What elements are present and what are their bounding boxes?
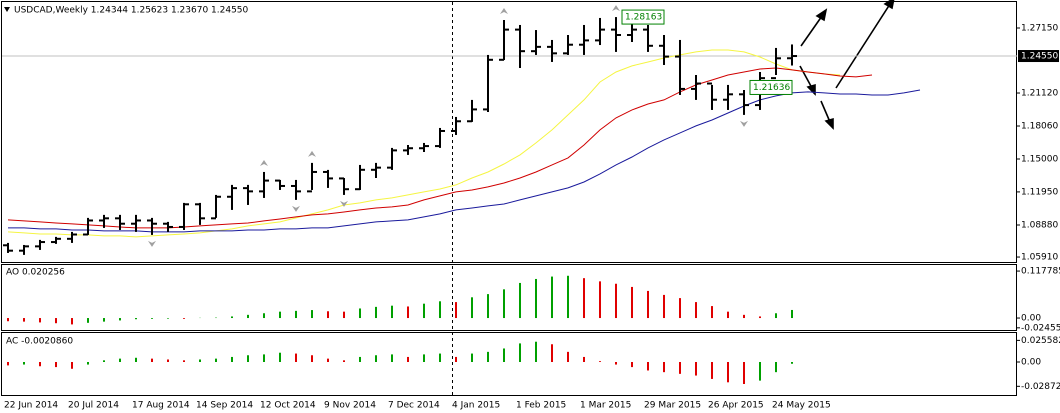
y-tick-label: 1.18060 [1021, 122, 1058, 132]
arrow [820, 100, 831, 123]
fractal-up [308, 150, 316, 157]
x-tick-label: 9 Nov 2014 [324, 401, 376, 411]
main-panel [1, 1, 1017, 263]
arrow-head [824, 117, 834, 130]
y-tick-label: 0.117785 [1021, 267, 1060, 277]
y-tick-label: -0.028726 [1021, 382, 1060, 392]
current-price-box [1018, 50, 1059, 63]
y-tick-label: 1.21120 [1021, 89, 1058, 99]
x-tick-label: 14 Sep 2014 [196, 401, 253, 411]
x-tick-label: 22 Jun 2014 [4, 401, 58, 411]
annotation-box [749, 79, 793, 95]
y-tick-label: -0.024557 [1021, 323, 1060, 333]
ac-title: AC -0.0020860 [6, 337, 73, 347]
x-tick-label: 29 Mar 2015 [644, 401, 701, 411]
x-tick-label: 26 Apr 2015 [708, 401, 764, 411]
menu-arrow [4, 7, 10, 12]
x-tick-label: 17 Aug 2014 [132, 401, 190, 411]
ma-line [8, 89, 921, 233]
x-tick-label: 12 Oct 2014 [260, 401, 316, 411]
fractal-up [260, 159, 268, 166]
arrow-head [883, 0, 895, 10]
y-tick-label: 1.08880 [1021, 221, 1058, 231]
fractal-up [612, 5, 620, 12]
x-tick-label: 1 Mar 2015 [580, 401, 631, 411]
arrow [799, 65, 813, 89]
arrow [835, 3, 891, 89]
ma-line [7, 49, 841, 238]
x-tick-label: 20 Jul 2014 [68, 401, 119, 411]
arrow-head [815, 8, 828, 22]
trend-arrows [799, 0, 895, 130]
y-tick-label: 1.27150 [1021, 23, 1058, 33]
fractal-down [340, 200, 348, 207]
annotation-label: 1.21636 [753, 83, 790, 93]
y-tick-label: 0.00 [1021, 358, 1041, 368]
current-price-label: 1.24550 [1021, 52, 1058, 62]
chart-title: USDCAD,Weekly 1.24344 1.25623 1.23670 1.… [14, 6, 249, 16]
x-tick-label: 1 Feb 2015 [516, 401, 566, 411]
y-tick-label: 0.025582 [1021, 336, 1060, 346]
ac-panel [1, 332, 1017, 396]
ao-panel [1, 264, 1017, 331]
annotation-box [621, 9, 665, 25]
x-tick-label: 4 Jan 2015 [452, 401, 500, 411]
y-tick-label: 1.05910 [1021, 253, 1058, 263]
fractal-down [148, 240, 156, 247]
x-tick-label: 24 May 2015 [772, 401, 831, 411]
y-tick-label: 1.11950 [1021, 187, 1058, 197]
arrow [800, 15, 823, 47]
ao-title: AO 0.020256 [6, 268, 65, 278]
y-tick-label: 0.00 [1021, 314, 1041, 324]
fractal-up [500, 8, 508, 15]
fractal-down [740, 120, 748, 127]
y-tick-label: 1.15000 [1021, 155, 1058, 165]
x-tick-label: 7 Dec 2014 [388, 401, 440, 411]
fractal-down [292, 205, 300, 212]
annotation-label: 1.28163 [625, 13, 662, 23]
